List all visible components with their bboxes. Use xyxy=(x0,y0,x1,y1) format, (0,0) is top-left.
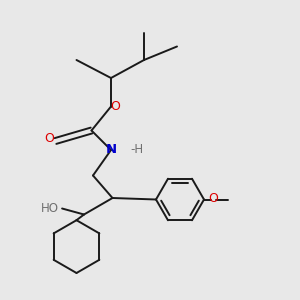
Text: O: O xyxy=(208,191,218,205)
Text: -H: -H xyxy=(131,142,144,156)
Text: O: O xyxy=(110,100,120,113)
Text: HO: HO xyxy=(40,202,58,215)
Text: O: O xyxy=(44,131,54,145)
Text: N: N xyxy=(105,142,117,156)
